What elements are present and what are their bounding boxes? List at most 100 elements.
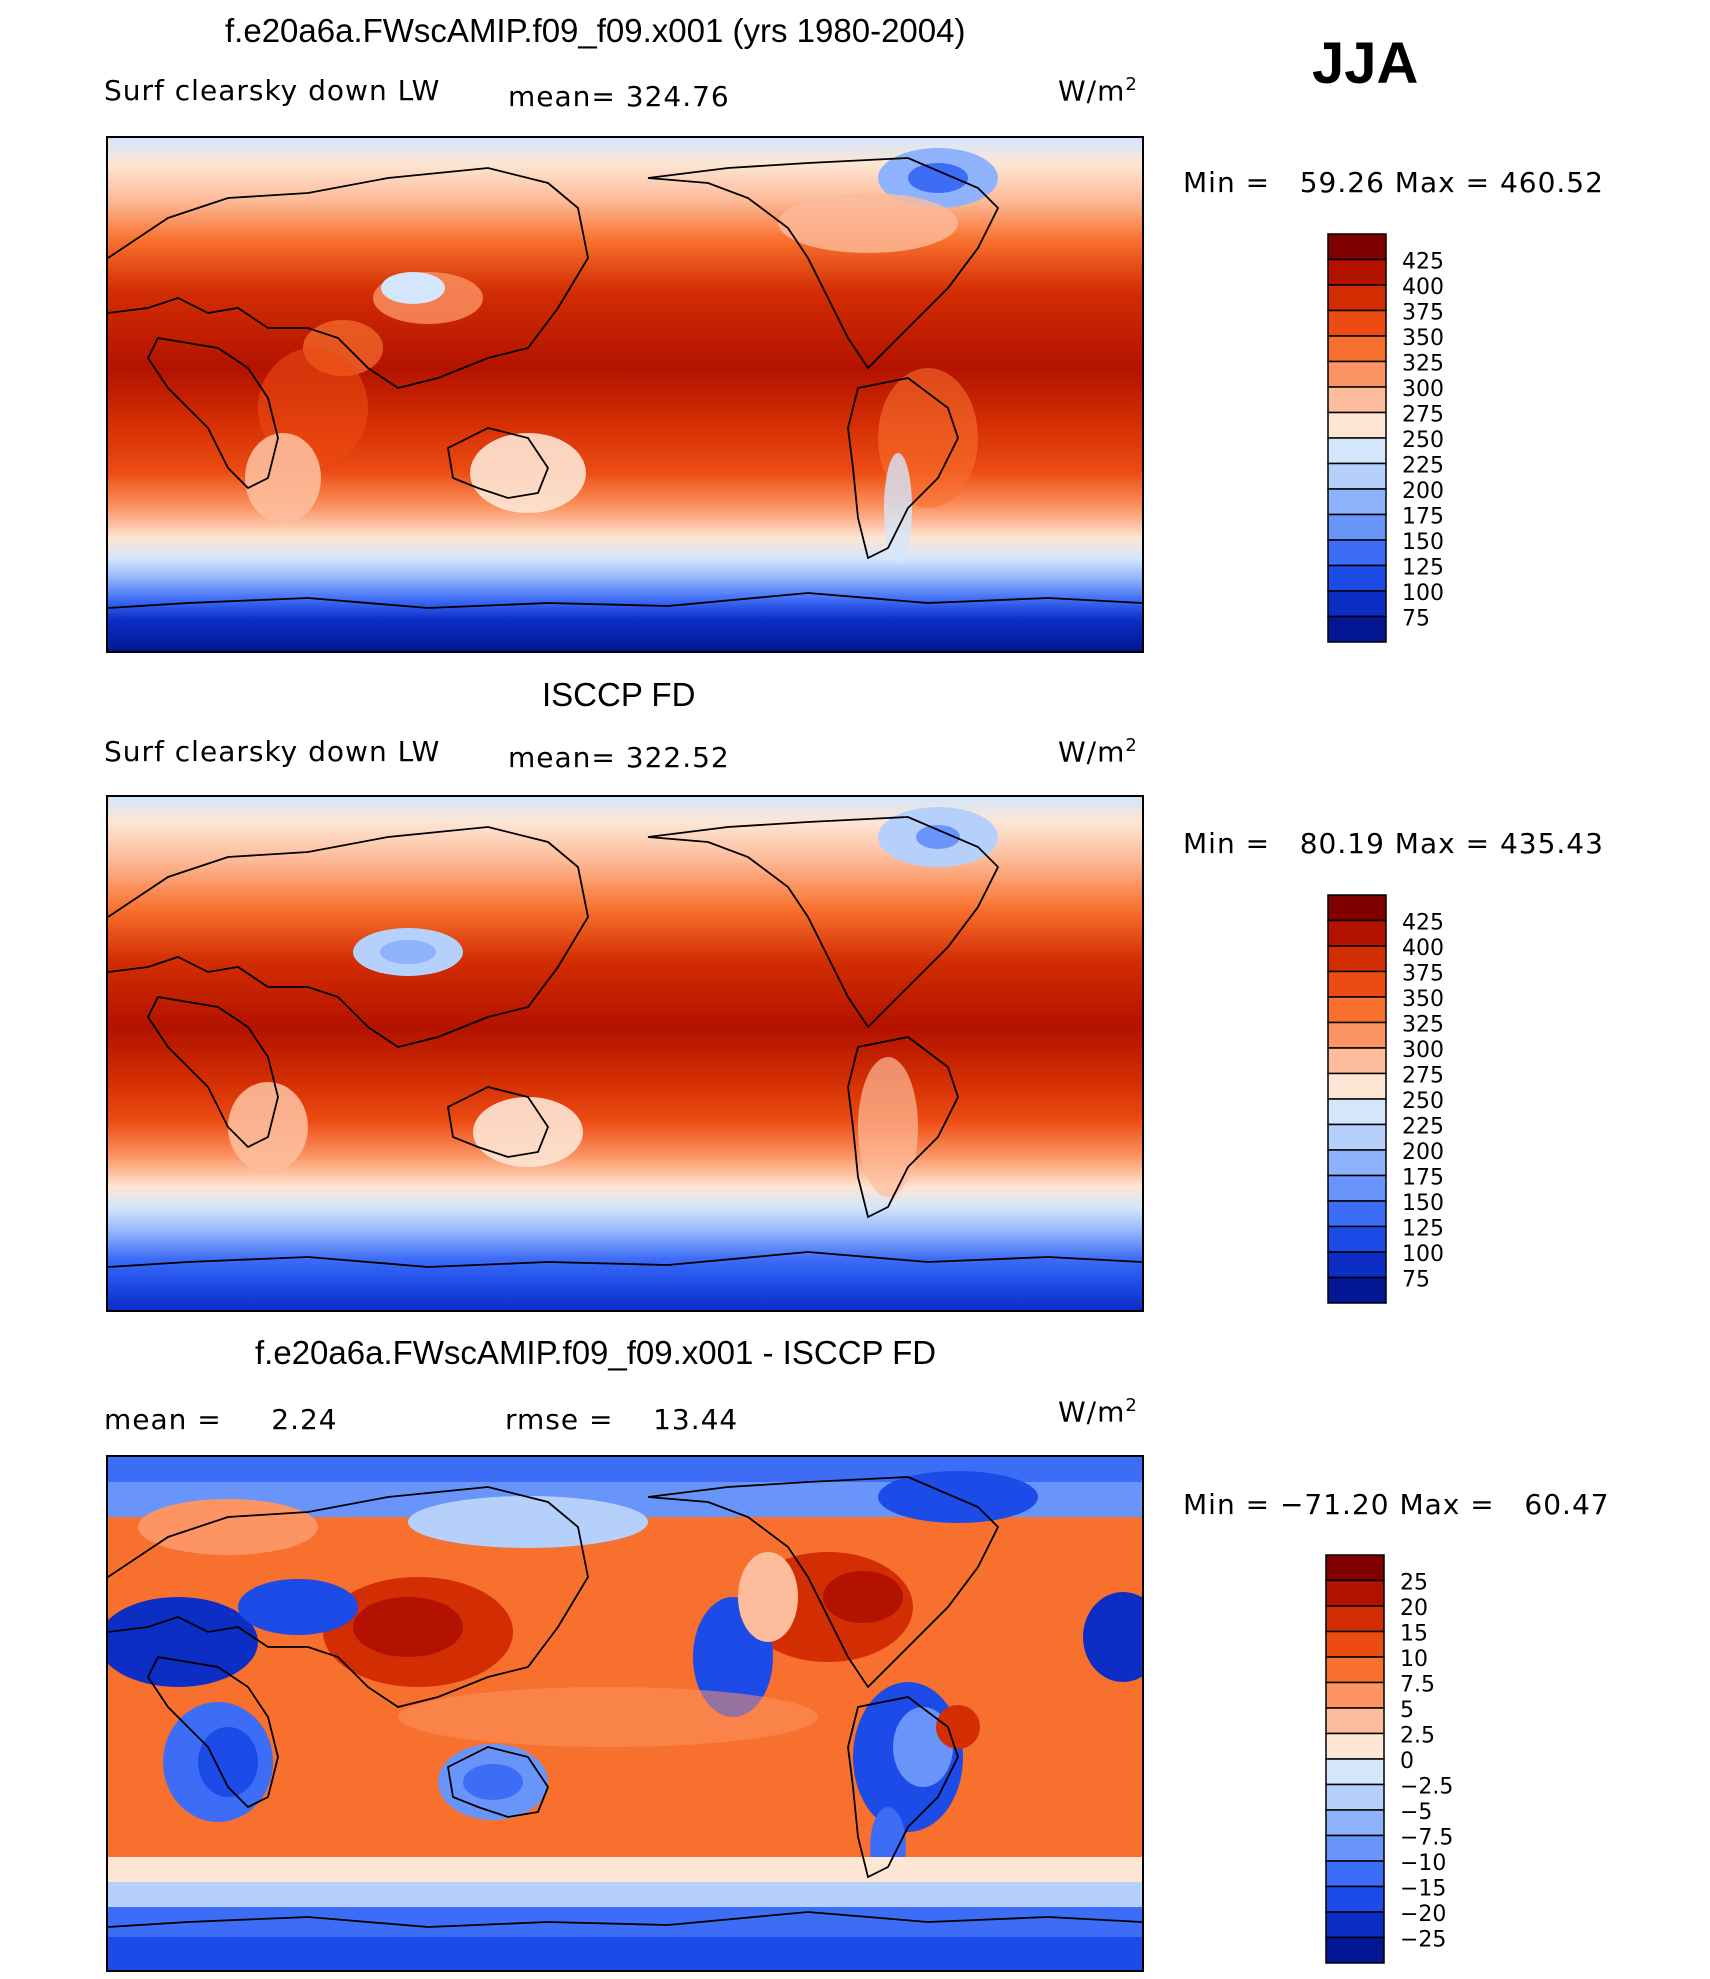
colorbar-label: 200 — [1402, 479, 1444, 504]
colorbar-label: −7.5 — [1400, 1826, 1453, 1851]
colorbar-label: 0 — [1400, 1749, 1414, 1774]
colorbar-box — [1327, 488, 1387, 516]
colorbar-box — [1327, 513, 1387, 541]
colorbar-box — [1327, 1149, 1387, 1177]
panel1-variable-label: Surf clearsky down LW — [104, 74, 441, 107]
colorbar-box — [1327, 437, 1387, 465]
colorbar-box — [1327, 1251, 1387, 1279]
colorbar-label: −10 — [1400, 1851, 1446, 1876]
colorbar-label: 2.5 — [1400, 1724, 1435, 1749]
colorbar-box — [1325, 1681, 1385, 1709]
colorbar-box — [1327, 615, 1387, 643]
colorbar-box — [1327, 1021, 1387, 1049]
colorbar-label: 325 — [1402, 352, 1444, 377]
colorbar-box — [1325, 1860, 1385, 1888]
colorbar-box — [1325, 1554, 1385, 1582]
panel2-units: W/m2 — [1058, 735, 1138, 769]
panel2-title: ISCCP FD — [542, 676, 696, 713]
colorbar-box — [1327, 1072, 1387, 1100]
colorbar-label: 25 — [1400, 1571, 1428, 1596]
colorbar-label: 225 — [1402, 454, 1444, 479]
panel3-mean-label: mean = 2.24 — [104, 1403, 338, 1436]
season-label: JJA — [1312, 31, 1419, 96]
panel2-map — [106, 795, 1144, 1312]
colorbar-label: 100 — [1402, 1242, 1444, 1267]
panel3-title: f.e20a6a.FWscAMIP.f09_f09.x001 - ISCCP F… — [255, 1334, 937, 1371]
panel2-variable-label: Surf clearsky down LW — [104, 735, 441, 768]
colorbar-label: −5 — [1400, 1800, 1432, 1825]
colorbar-label: 300 — [1402, 1038, 1444, 1063]
colorbar-box — [1327, 1123, 1387, 1151]
colorbar-box — [1327, 335, 1387, 363]
colorbar-box — [1325, 1707, 1385, 1735]
colorbar-box — [1327, 1200, 1387, 1228]
colorbar-box — [1327, 1047, 1387, 1075]
colorbar-label: 425 — [1402, 911, 1444, 936]
colorbar-label: 20 — [1400, 1596, 1428, 1621]
colorbar-box — [1325, 1834, 1385, 1862]
colorbar-label: 250 — [1402, 1089, 1444, 1114]
colorbar-box — [1325, 1758, 1385, 1786]
colorbar-box — [1325, 1605, 1385, 1633]
panel3-rmse-label: rmse = 13.44 — [505, 1403, 739, 1436]
colorbar-box — [1327, 386, 1387, 414]
colorbar-box — [1327, 945, 1387, 973]
colorbar-label: 375 — [1402, 962, 1444, 987]
colorbar-label: 250 — [1402, 428, 1444, 453]
colorbar-box — [1327, 233, 1387, 261]
colorbar-box — [1327, 360, 1387, 388]
colorbar-box — [1327, 970, 1387, 998]
colorbar-label: 200 — [1402, 1140, 1444, 1165]
colorbar-label: 350 — [1402, 326, 1444, 351]
colorbar-box — [1325, 1936, 1385, 1964]
colorbar-label: 10 — [1400, 1647, 1428, 1672]
colorbar-box — [1327, 1174, 1387, 1202]
colorbar-box — [1325, 1885, 1385, 1913]
colorbar-label: 75 — [1402, 607, 1430, 632]
colorbar-label: 375 — [1402, 301, 1444, 326]
panel1-minmax: Min = 59.26 Max = 460.52 — [1183, 166, 1604, 199]
colorbar-label: 100 — [1402, 581, 1444, 606]
panel2-colorbar: 425 400 375 350 325 300 275 250 225 200 175 150 125 1… — [1327, 894, 1468, 1305]
colorbar-box — [1327, 258, 1387, 286]
colorbar-label: 7.5 — [1400, 1673, 1435, 1698]
colorbar-label: −25 — [1400, 1928, 1446, 1953]
colorbar-box — [1325, 1809, 1385, 1837]
colorbar-label: 150 — [1402, 1191, 1444, 1216]
colorbar-box — [1327, 590, 1387, 618]
colorbar-box — [1327, 462, 1387, 490]
colorbar-box — [1325, 1579, 1385, 1607]
panel3-units: W/m2 — [1058, 1395, 1138, 1429]
colorbar-box — [1327, 996, 1387, 1024]
colorbar-label: 175 — [1402, 1166, 1444, 1191]
colorbar-label: 225 — [1402, 1115, 1444, 1140]
colorbar-label: 125 — [1402, 1217, 1444, 1242]
panel3-minmax: Min = −71.20 Max = 60.47 — [1183, 1488, 1610, 1521]
panel2-mean-label: mean= 322.52 — [508, 741, 730, 774]
colorbar-box — [1327, 564, 1387, 592]
colorbar-box — [1327, 894, 1387, 922]
panel2-minmax: Min = 80.19 Max = 435.43 — [1183, 827, 1604, 860]
colorbar-box — [1327, 919, 1387, 947]
panel3-map — [106, 1455, 1144, 1972]
panel1-mean-label: mean= 324.76 — [508, 80, 730, 113]
colorbar-box — [1327, 411, 1387, 439]
colorbar-box — [1327, 1225, 1387, 1253]
panel1-title: f.e20a6a.FWscAMIP.f09_f09.x001 (yrs 1980… — [225, 12, 966, 49]
panel3-colorbar: 25 20 15 10 7.5 5 2.5 0 −2.5 −5 −7.5 −10 −15 −20 −25 — [1325, 1554, 1466, 1965]
colorbar-label: 275 — [1402, 1064, 1444, 1089]
colorbar-label: 400 — [1402, 275, 1444, 300]
colorbar-label: 150 — [1402, 530, 1444, 555]
colorbar-label: 175 — [1402, 505, 1444, 530]
panel1-units: W/m2 — [1058, 74, 1138, 108]
colorbar-box — [1325, 1630, 1385, 1658]
panel1-colorbar: 425 400 375 350 325 300 275 250 225 200 175 150 125 1… — [1327, 233, 1468, 644]
colorbar-box — [1325, 1656, 1385, 1684]
colorbar-box — [1327, 309, 1387, 337]
colorbar-label: 125 — [1402, 556, 1444, 581]
colorbar-label: 5 — [1400, 1698, 1414, 1723]
colorbar-label: 400 — [1402, 936, 1444, 961]
colorbar-box — [1327, 1276, 1387, 1304]
colorbar-box — [1327, 539, 1387, 567]
panel1-map — [106, 136, 1144, 653]
